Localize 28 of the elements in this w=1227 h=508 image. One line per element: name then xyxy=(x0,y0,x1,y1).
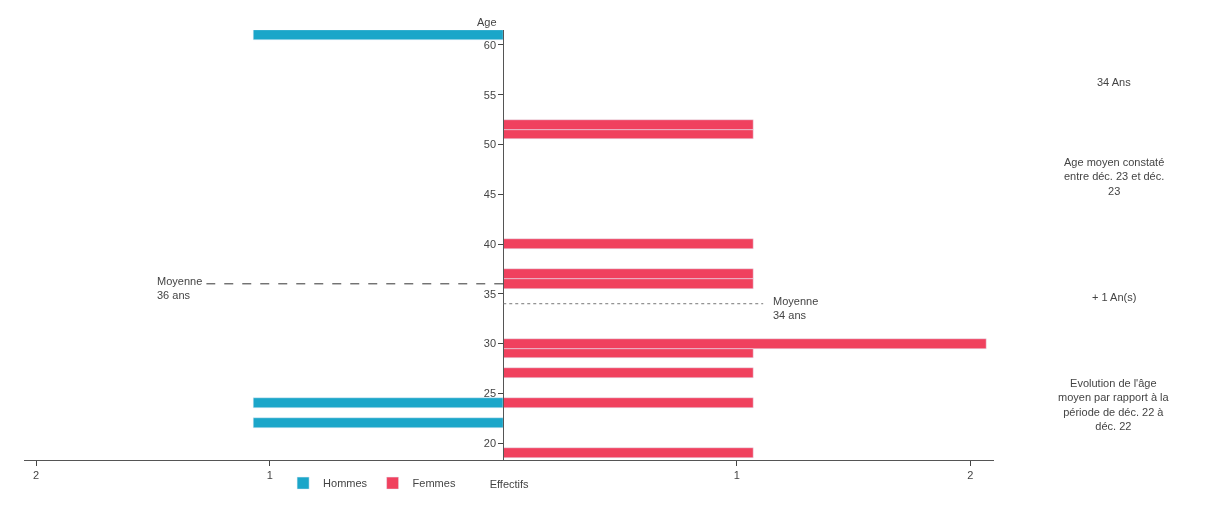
y-tick-label: 60 xyxy=(483,38,497,51)
y-tick-label: 40 xyxy=(483,237,497,250)
y-tick-label: 20 xyxy=(483,436,497,449)
ref-line-label: Moyenne 34 ans xyxy=(773,295,819,322)
text: 34 Ans xyxy=(1097,76,1132,88)
y-tick-label: 30 xyxy=(483,337,497,350)
y-tick-label: 45 xyxy=(483,188,497,201)
y-tick-label: 25 xyxy=(483,387,497,400)
legend-label: Hommes xyxy=(323,477,368,490)
y-tick-label: 55 xyxy=(483,88,497,101)
text: + 1 An(s) xyxy=(1092,291,1137,303)
bar xyxy=(502,447,754,458)
x-tick-label: 1 xyxy=(266,469,273,482)
bar xyxy=(252,30,504,40)
bar xyxy=(502,367,754,378)
bar xyxy=(252,417,504,428)
text: Age moyen constaté entre déc. 23 et déc. 23 xyxy=(1064,156,1165,197)
y-tick-label: 50 xyxy=(483,138,497,151)
ref-line-label: Moyenne 36 ans xyxy=(157,275,203,302)
x-tick-label: 1 xyxy=(733,469,740,482)
x-axis-title: Effectifs xyxy=(489,478,530,491)
bar xyxy=(502,238,754,249)
text: Evolution de l'âge moyen par rapport à la période de déc. 22 à déc. 22 xyxy=(1058,377,1170,432)
y-axis-title: Age xyxy=(477,16,497,28)
legend-label: Femmes xyxy=(412,477,456,490)
y-tick-label: 35 xyxy=(483,287,497,300)
x-tick-label: 2 xyxy=(33,469,40,482)
x-tick-label: 2 xyxy=(967,469,974,482)
